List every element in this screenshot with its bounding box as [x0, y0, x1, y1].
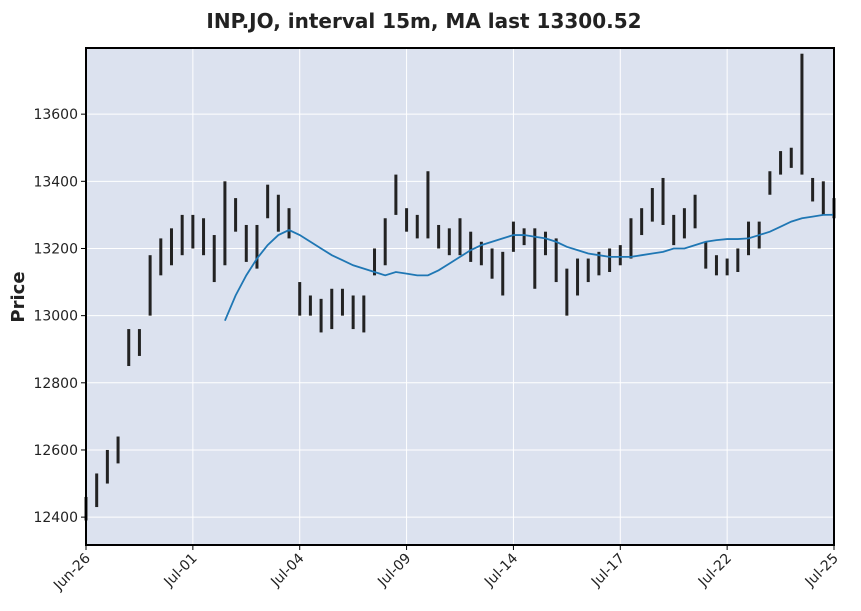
- plot-area: [86, 48, 834, 545]
- price-bar: [394, 174, 398, 215]
- price-bar: [458, 218, 462, 256]
- y-tick-label: 12800: [33, 376, 78, 392]
- price-bar: [169, 228, 173, 266]
- price-bar: [212, 235, 216, 283]
- price-bar: [405, 208, 409, 232]
- price-bar: [565, 268, 569, 316]
- price-bar: [736, 248, 740, 272]
- y-tick-label: 12600: [33, 443, 78, 459]
- price-bar: [693, 194, 697, 229]
- price-bar: [779, 151, 783, 175]
- price-bar: [533, 228, 537, 289]
- price-bar: [383, 218, 387, 266]
- price-bar: [714, 255, 718, 276]
- price-bar: [640, 208, 644, 236]
- price-bar: [576, 258, 580, 296]
- price-bar: [308, 295, 312, 316]
- price-bar: [319, 298, 323, 333]
- price-bar: [490, 248, 494, 279]
- price-bar: [650, 188, 654, 222]
- price-bar: [373, 248, 377, 276]
- price-bar: [811, 177, 815, 202]
- price-bar: [159, 238, 163, 276]
- price-bar: [116, 436, 120, 464]
- price-bar: [127, 329, 131, 367]
- price-bar: [415, 214, 419, 239]
- x-tick-label: Jul-17: [588, 551, 628, 591]
- y-axis-label: Price: [8, 271, 29, 322]
- x-tick-label: Jul-04: [267, 550, 307, 590]
- y-tick-label: 13600: [33, 107, 78, 123]
- price-bar: [276, 194, 280, 232]
- chart-title: INP.JO, interval 15m, MA last 13300.52: [206, 9, 641, 33]
- price-bar: [479, 241, 483, 266]
- x-tick-label: Jul-25: [802, 551, 842, 591]
- price-bar: [234, 198, 238, 232]
- price-bar: [768, 171, 772, 195]
- price-bar: [586, 258, 590, 283]
- price-bar: [661, 177, 665, 225]
- price-bar: [725, 258, 729, 276]
- x-tick-label: Jul-22: [695, 551, 735, 591]
- marks: [84, 53, 836, 521]
- price-bar: [298, 282, 302, 316]
- price-bar: [223, 181, 227, 266]
- price-bar: [447, 228, 451, 256]
- y-tick-label: 13400: [33, 174, 78, 190]
- price-bar: [789, 147, 793, 168]
- price-bar: [672, 214, 676, 246]
- price-bar: [469, 231, 473, 262]
- price-bar: [330, 288, 334, 330]
- price-bar: [682, 208, 686, 239]
- price-bar: [255, 224, 259, 269]
- x-tick-label: Jul-14: [481, 550, 521, 590]
- price-bar: [137, 329, 141, 356]
- y-tick-label: 13200: [33, 241, 78, 257]
- price-bar: [95, 473, 99, 508]
- x-tick-label: Jul-01: [161, 551, 201, 591]
- price-bar: [351, 295, 355, 330]
- moving-average-line: [224, 213, 835, 322]
- price-bar: [180, 214, 184, 256]
- price-bar: [105, 449, 109, 484]
- plot-frame: [85, 47, 835, 546]
- price-bar: [629, 218, 633, 259]
- price-bar: [266, 184, 270, 219]
- price-bar: [800, 53, 804, 175]
- y-tick-label: 13000: [33, 309, 78, 325]
- price-bar: [511, 221, 515, 252]
- price-bar: [522, 228, 526, 246]
- price-bar: [437, 224, 441, 249]
- price-bar: [287, 208, 291, 239]
- price-bar: [554, 238, 558, 283]
- price-bar: [202, 218, 206, 256]
- price-bar: [244, 224, 248, 262]
- price-bar: [618, 245, 622, 266]
- price-bar: [191, 214, 195, 249]
- price-bar: [608, 248, 612, 272]
- price-bar: [704, 241, 708, 269]
- price-bar: [821, 181, 825, 215]
- price-bar: [426, 171, 430, 239]
- x-tick-label: Jun-26: [50, 550, 94, 594]
- price-bar: [543, 231, 547, 256]
- price-bar: [501, 251, 505, 296]
- price-bar: [148, 255, 152, 316]
- price-bar: [362, 295, 366, 333]
- x-tick-label: Jul-09: [374, 551, 414, 591]
- price-bar: [340, 288, 344, 316]
- price-bar: [597, 251, 601, 276]
- y-tick-label: 12400: [33, 510, 78, 526]
